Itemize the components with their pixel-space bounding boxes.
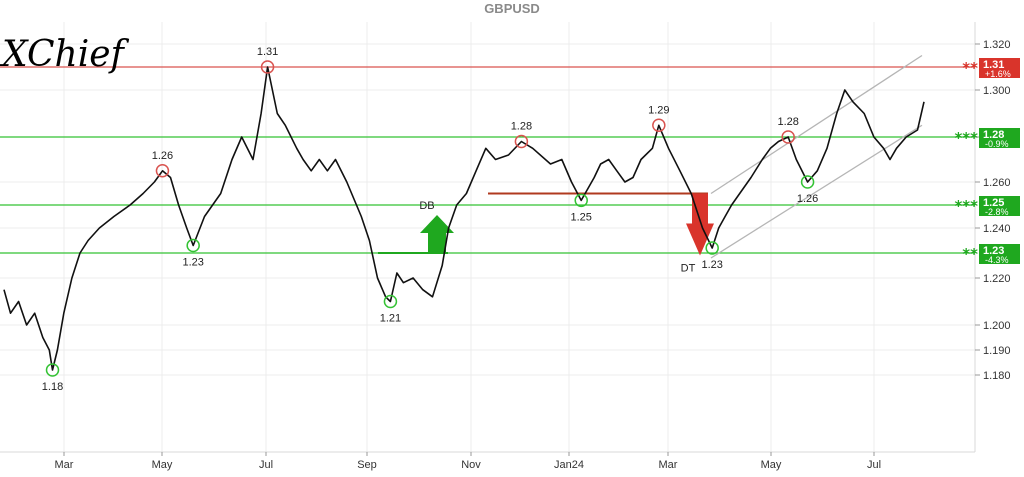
pivot-label: 1.25 xyxy=(571,211,592,223)
x-tick-label: May xyxy=(761,459,782,471)
grid xyxy=(0,22,976,453)
level-tag-box xyxy=(979,128,1020,148)
pivot-label: 1.26 xyxy=(797,193,818,205)
pivot-marker-high xyxy=(652,118,666,132)
pivot-marker-high xyxy=(781,130,795,144)
y-tick-label: 1.220 xyxy=(983,273,1011,285)
pivot-label: 1.26 xyxy=(152,150,173,162)
pivot-label: 1.23 xyxy=(182,257,203,269)
level-tag-price: 1.31 xyxy=(983,59,1004,71)
x-tick-label: Jan24 xyxy=(554,459,584,471)
level-tag-pct: +1.6% xyxy=(985,69,1011,79)
dt-label: DT xyxy=(681,263,696,275)
level-stars: *** xyxy=(954,197,978,215)
y-tick-label: 1.180 xyxy=(983,370,1011,382)
pivot-marker-low xyxy=(383,294,398,309)
pivot-marker-low xyxy=(574,193,588,208)
level-tag-price: 1.23 xyxy=(983,245,1004,257)
pivot-label: 1.31 xyxy=(257,46,278,58)
y-tick-label: 1.200 xyxy=(983,320,1011,332)
x-tick-label: Mar xyxy=(659,459,678,471)
pivot-label: 1.21 xyxy=(380,313,401,325)
pivot-marker-low xyxy=(800,175,815,189)
x-tick-label: Nov xyxy=(461,459,481,471)
level-stars: *** xyxy=(954,129,978,147)
level-tags: ** 1.31+1.6% *** 1.28-0.9% *** 1.25-2.8% ** 1.2… xyxy=(954,58,1020,265)
pivot-label: 1.28 xyxy=(511,121,532,133)
pivot-marker-low xyxy=(45,363,60,377)
channel-upper xyxy=(710,54,923,195)
logo-text: XChief xyxy=(0,34,130,75)
pivots: 1.18 1.26 1.23 1.31 1.21 1.28 1.25 1.29 1.23 1.28… xyxy=(42,46,819,393)
dt-arrow-down xyxy=(686,193,714,256)
pivot-marker-high xyxy=(260,60,275,74)
pivot-marker-low xyxy=(186,238,200,253)
y-tick-label: 1.190 xyxy=(983,345,1011,357)
level-tag-price: 1.25 xyxy=(983,197,1004,209)
y-tick-label: 1.320 xyxy=(983,39,1011,51)
pivot-marker-high xyxy=(514,134,529,149)
xchief-logo: XChief xyxy=(0,34,130,75)
level-tag-pct: -2.8% xyxy=(985,207,1009,217)
price-series xyxy=(3,66,925,371)
level-tag-price: 1.28 xyxy=(983,129,1004,141)
price-line xyxy=(3,66,925,371)
x-tick-label: Sep xyxy=(357,459,377,471)
y-tick-label: 1.300 xyxy=(983,85,1011,97)
pivot-marker-high xyxy=(155,164,170,178)
level-tag-pct: -0.9% xyxy=(985,139,1009,149)
level-tag-pct: -4.3% xyxy=(985,255,1009,265)
level-tag-box xyxy=(979,244,1020,264)
trend-channel xyxy=(710,54,923,259)
level-stars: ** xyxy=(962,245,978,263)
y-tick-label: 1.240 xyxy=(983,223,1011,235)
x-tick-label: Jul xyxy=(867,459,881,471)
level-tag-box xyxy=(979,58,1020,78)
y-tick-label: 1.260 xyxy=(983,177,1011,189)
channel-lower xyxy=(710,124,923,259)
x-tick-label: May xyxy=(152,459,173,471)
chart-title: GBPUSD xyxy=(484,1,540,16)
db-label: DB xyxy=(419,200,434,212)
x-tick-label: Mar xyxy=(55,459,74,471)
x-axis: Mar May Jul Sep Nov Jan24 Mar May Jul xyxy=(55,452,881,471)
pivot-label: 1.23 xyxy=(701,259,722,271)
levels xyxy=(0,66,975,254)
pivot-label: 1.18 xyxy=(42,381,63,393)
x-tick-label: Jul xyxy=(259,459,273,471)
level-tag-box xyxy=(979,196,1020,216)
pivot-label: 1.28 xyxy=(777,116,798,128)
level-stars: ** xyxy=(962,59,978,77)
pivot-label: 1.29 xyxy=(648,104,669,116)
pivot-marker-low xyxy=(705,241,719,255)
